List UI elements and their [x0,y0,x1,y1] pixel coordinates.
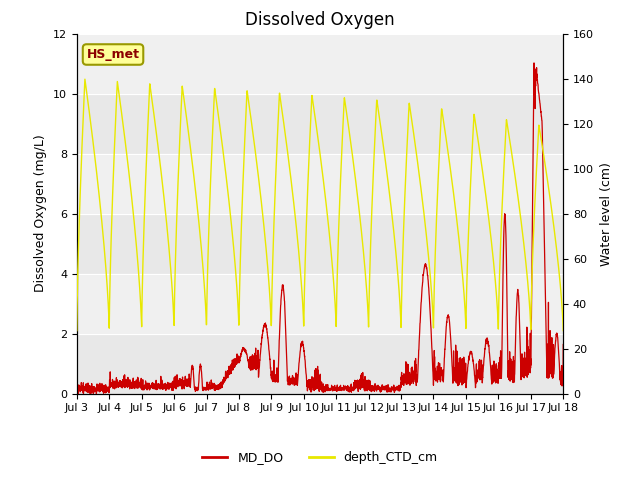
Bar [77,34,563,94]
Y-axis label: Dissolved Oxygen (mg/L): Dissolved Oxygen (mg/L) [35,135,47,292]
Bar [77,154,563,214]
Bar [77,274,563,334]
Y-axis label: Water level (cm): Water level (cm) [600,162,612,265]
Text: HS_met: HS_met [86,48,140,61]
Title: Dissolved Oxygen: Dissolved Oxygen [245,11,395,29]
Legend: MD_DO, depth_CTD_cm: MD_DO, depth_CTD_cm [197,446,443,469]
